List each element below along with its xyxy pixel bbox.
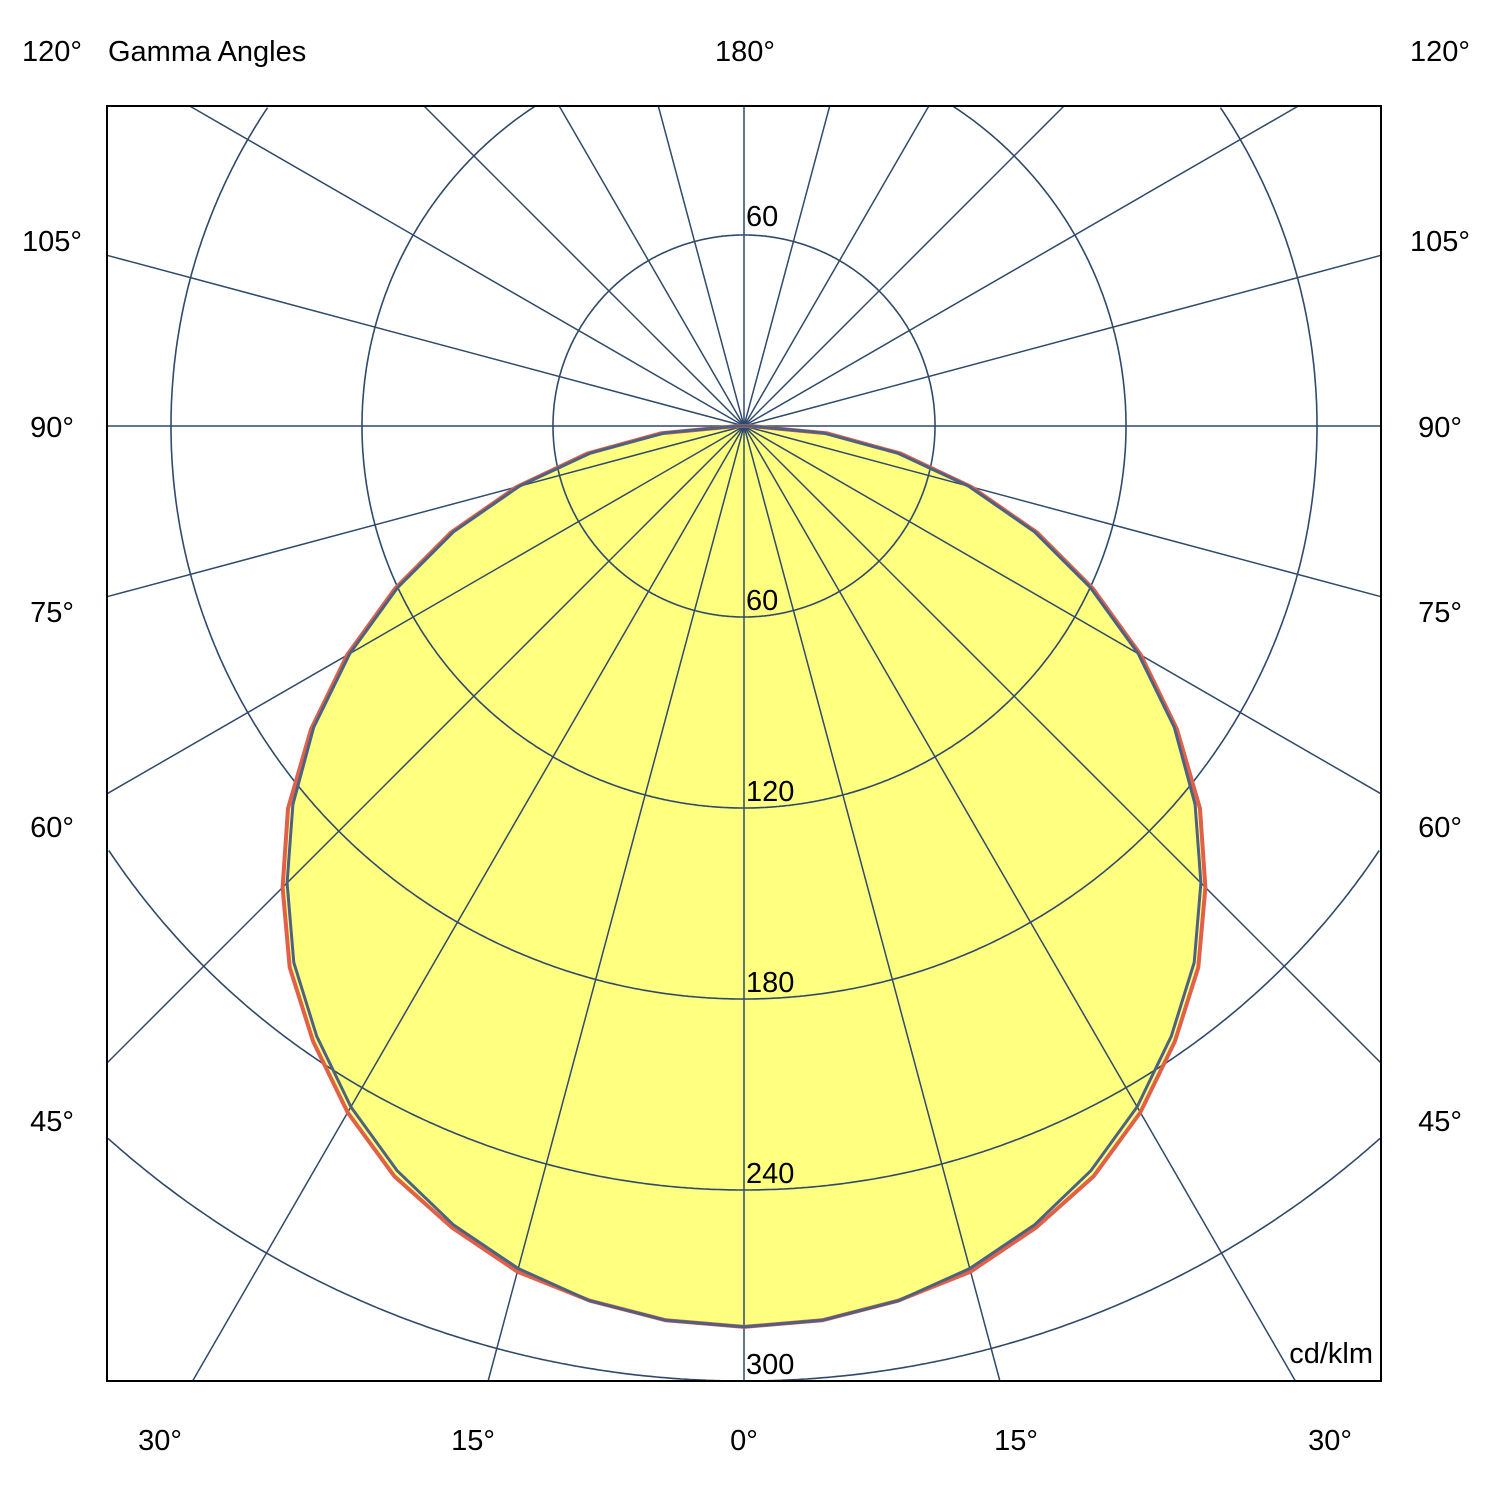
bottom-angle-label: 30° [1308,1425,1352,1457]
radial-tick-label: 240 [746,1158,794,1190]
grid-radial-line-150 [743,105,930,427]
grid-circle-180 [170,107,1318,1000]
side-angle-label-right: 90° [1418,412,1462,444]
grid-radial-line-315 [106,425,745,1064]
unit-label: cd/klm [1289,1338,1373,1370]
grid-radial-line-300 [106,425,745,795]
grid-radial-line-330 [191,425,745,1382]
side-angle-label-left: 120° [22,36,82,68]
grid-radial-line-255 [106,254,745,427]
bottom-angle-label: 15° [451,1425,495,1457]
bottom-angle-label: 0° [730,1425,758,1457]
grid-radial-line-285 [106,425,745,598]
side-angle-label-left: 105° [22,226,82,258]
side-angle-label-left: 75° [30,597,74,629]
grid-radial-line-345 [487,425,745,1382]
radial-tick-label-upper: 60 [746,201,778,233]
radial-tick-label: 300 [746,1349,794,1381]
radial-tick-label: 60 [746,585,778,617]
grid-radial-line-135 [743,105,1065,427]
grid-radial-line-210 [558,105,745,427]
grid-radial-line-30 [743,425,1297,1382]
grid-radial-line-120 [743,105,1299,427]
side-angle-label-right: 60° [1418,812,1462,844]
side-angle-label-left: 60° [30,812,74,844]
grid-radial-line-195 [657,105,745,427]
grid-radial-line-105 [743,254,1382,427]
radial-tick-label: 180 [746,967,794,999]
chart-title: Gamma Angles [108,36,306,68]
intensity-curve-2 [285,424,1203,1329]
grid-circle-300 [107,1137,1381,1382]
side-angle-label-right: 120° [1410,36,1470,68]
grid-radial-line-45 [743,425,1382,1064]
grid-radial-line-165 [743,105,831,427]
bottom-angle-label: 15° [994,1425,1038,1457]
side-angle-label-left: 45° [30,1106,74,1138]
side-angle-label-right: 45° [1418,1106,1462,1138]
grid-radial-line-240 [189,105,745,427]
plot-frame [106,105,1382,1382]
grid-circle-120 [361,105,1127,809]
top-angle-label: 180° [715,36,775,68]
side-angle-label-right: 75° [1418,597,1462,629]
grid-radial-line-60 [743,425,1382,795]
side-angle-label-right: 105° [1410,226,1470,258]
grid-circle-240 [108,850,1380,1191]
side-angle-label-left: 90° [30,412,74,444]
grid-radial-line-75 [743,425,1382,598]
radial-tick-label: 120 [746,776,794,808]
grid-radial-line-15 [743,425,1001,1382]
bottom-angle-label: 30° [138,1425,182,1457]
grid-radial-line-225 [423,105,745,427]
